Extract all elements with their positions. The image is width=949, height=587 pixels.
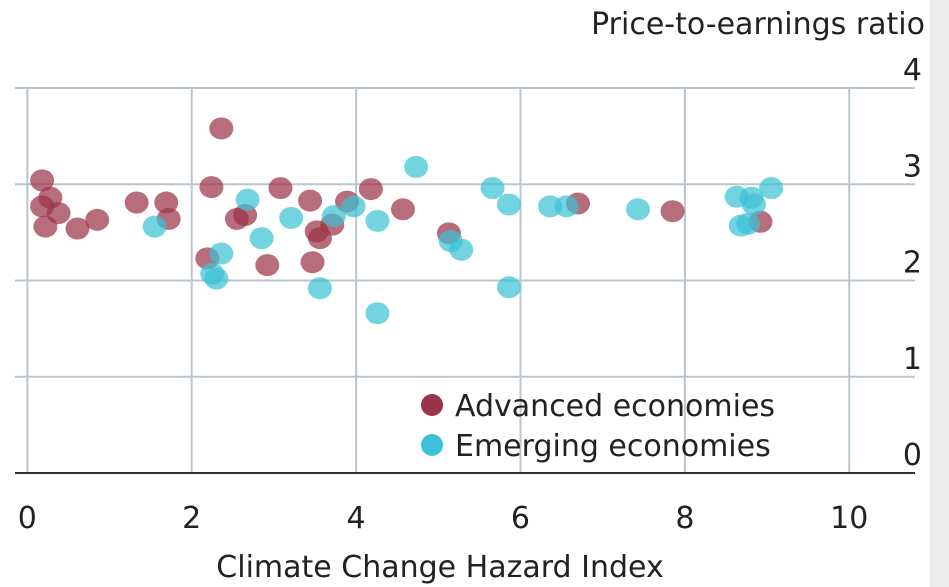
point [660, 200, 685, 223]
point [538, 195, 563, 218]
point [404, 155, 429, 178]
y-tick-label: 1 [903, 342, 922, 377]
point [255, 254, 280, 277]
point [33, 215, 58, 238]
point [65, 217, 90, 240]
side-strip [930, 0, 949, 587]
x-tick-label: 2 [182, 501, 201, 536]
point [268, 177, 293, 200]
point [496, 193, 521, 216]
point [626, 198, 651, 221]
point [736, 212, 761, 235]
point [554, 195, 579, 218]
x-tick-label: 4 [347, 501, 366, 536]
point [300, 251, 325, 274]
x-tick-label: 10 [830, 501, 868, 536]
point [30, 169, 55, 192]
chart-title: Price-to-earnings ratio [591, 7, 925, 42]
point [759, 177, 784, 200]
legend-label: Advanced economies [455, 389, 775, 424]
point [365, 302, 390, 325]
point [249, 227, 274, 250]
point [321, 205, 346, 228]
point [341, 195, 366, 218]
point [307, 277, 332, 300]
point [496, 276, 521, 299]
point [209, 117, 234, 140]
point [480, 177, 505, 200]
point [279, 206, 304, 229]
point [365, 209, 390, 232]
point [741, 193, 766, 216]
point [154, 191, 179, 214]
point [204, 267, 229, 290]
point [85, 208, 110, 231]
legend-swatch [421, 394, 443, 416]
x-tick-label: 0 [18, 501, 37, 536]
point [142, 215, 167, 238]
point [298, 189, 323, 212]
point [209, 242, 234, 265]
point [124, 191, 149, 214]
x-axis-label: Climate Change Hazard Index [216, 550, 663, 585]
y-tick-label: 0 [903, 438, 922, 473]
y-tick-label: 3 [903, 149, 922, 184]
x-tick-label: 6 [511, 501, 530, 536]
x-tick-label: 8 [675, 501, 694, 536]
legend-label: Emerging economies [455, 429, 771, 464]
y-tick-label: 4 [903, 53, 922, 88]
point [449, 238, 474, 261]
point [199, 176, 224, 199]
legend-swatch [421, 434, 443, 456]
point [358, 178, 383, 201]
point [390, 198, 415, 221]
point [235, 188, 260, 211]
y-tick-label: 2 [903, 246, 922, 281]
